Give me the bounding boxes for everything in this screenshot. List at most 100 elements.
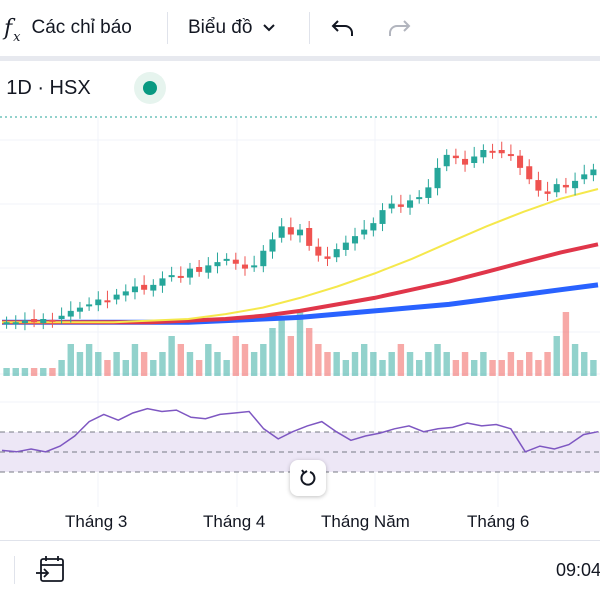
calendar-goto-icon [36, 556, 64, 582]
volume-bar [85, 344, 93, 376]
volume-bar [104, 360, 111, 376]
volume-bar [535, 360, 542, 376]
candle-body [517, 155, 524, 168]
volume-bar [195, 360, 203, 376]
candle-body [104, 300, 111, 303]
bottom-toolbar [0, 540, 600, 600]
volume-bar [571, 344, 579, 376]
volume-bar [516, 360, 524, 376]
candle-body [3, 322, 10, 325]
candle-body [58, 315, 65, 319]
volume-bar [150, 360, 157, 376]
candle-body [260, 250, 267, 267]
candle-body [361, 229, 368, 235]
time-axis-label: Tháng 6 [467, 512, 530, 531]
volume-bar [324, 352, 331, 376]
candle-body [159, 278, 166, 286]
volume-bar [177, 344, 185, 376]
bottom-divider [14, 556, 15, 584]
chevron-down-icon [263, 24, 276, 32]
candle-body [205, 265, 212, 273]
candle-body [507, 154, 514, 157]
volume-bar [49, 368, 56, 376]
chart-type-dropdown[interactable]: Biểu đồ [188, 0, 276, 56]
volume-bar [544, 352, 551, 376]
candle-body [388, 203, 395, 209]
moving-average-lines [2, 188, 599, 325]
candle-body [526, 166, 533, 180]
chart-type-label: Biểu đồ [188, 17, 253, 38]
candle-body [241, 264, 249, 269]
redo-button[interactable] [386, 0, 412, 56]
chart-canvas[interactable] [0, 112, 600, 507]
candle-body [425, 187, 432, 198]
candle-body [498, 150, 505, 154]
candle-body [95, 299, 102, 306]
candle-body [12, 322, 19, 325]
volume-bar [425, 352, 432, 376]
candle-body [443, 154, 450, 167]
candle-body [535, 180, 542, 191]
candle-body [278, 226, 285, 238]
candle-body [21, 320, 28, 324]
volume-bar [452, 360, 460, 376]
ma-mid-line [2, 242, 599, 325]
volume-bar [351, 352, 359, 376]
volume-bar [553, 336, 560, 376]
candle-body [168, 275, 175, 278]
candle-body [407, 200, 414, 208]
toolbar-divider [309, 12, 310, 44]
candle-body [544, 191, 551, 194]
volume-bar [443, 352, 450, 376]
symbol-legend[interactable]: · 1D · HSX [0, 70, 91, 106]
candle-body [324, 256, 331, 259]
volume-bar [260, 344, 267, 376]
volume-bar [434, 344, 441, 376]
reset-chart-button[interactable] [290, 460, 326, 496]
candle-body [416, 197, 423, 200]
reset-icon [300, 469, 316, 486]
volume-bar [315, 344, 322, 376]
volume-bar [250, 352, 258, 376]
volume-bar [388, 352, 395, 376]
volume-bar [21, 368, 29, 376]
candle-body [562, 184, 569, 188]
candle-body [76, 307, 83, 312]
volume-bar [76, 352, 84, 376]
volume-bar [67, 344, 74, 376]
time-axis-label: Tháng 3 [65, 512, 128, 531]
volume-bar [30, 368, 38, 376]
indicators-label: Các chỉ báo [31, 17, 132, 38]
candle-body [67, 310, 74, 317]
candle-body [214, 262, 221, 267]
volume-bar [223, 360, 230, 376]
candle-body [480, 150, 487, 158]
candle-body [489, 150, 496, 153]
volume-bar [58, 360, 65, 376]
price-candles [3, 141, 597, 331]
volume-bar [406, 352, 414, 376]
candle-body [131, 286, 138, 293]
undo-icon [331, 20, 353, 36]
time-axis-label: Tháng Năm [321, 512, 410, 531]
volume-bars [3, 312, 597, 376]
symbol-legend-text: · 1D · HSX [0, 76, 91, 99]
volume-bar [241, 344, 249, 376]
market-status-indicator[interactable] [134, 72, 166, 104]
volume-bar [498, 360, 505, 376]
candle-body [150, 284, 157, 291]
candle-body [196, 267, 203, 272]
volume-bar [40, 368, 47, 376]
volume-bar [12, 368, 19, 376]
volume-bar [168, 336, 175, 376]
date-range-button[interactable] [34, 554, 68, 588]
volume-bar [3, 368, 10, 376]
indicators-button[interactable]: fx Các chỉ báo [4, 0, 132, 56]
candle-body [269, 239, 276, 252]
volume-bar [113, 352, 120, 376]
redo-icon [389, 20, 411, 36]
volume-bar [360, 344, 368, 376]
undo-button[interactable] [330, 0, 356, 56]
candle-body [141, 284, 148, 290]
volume-bar [562, 312, 570, 376]
